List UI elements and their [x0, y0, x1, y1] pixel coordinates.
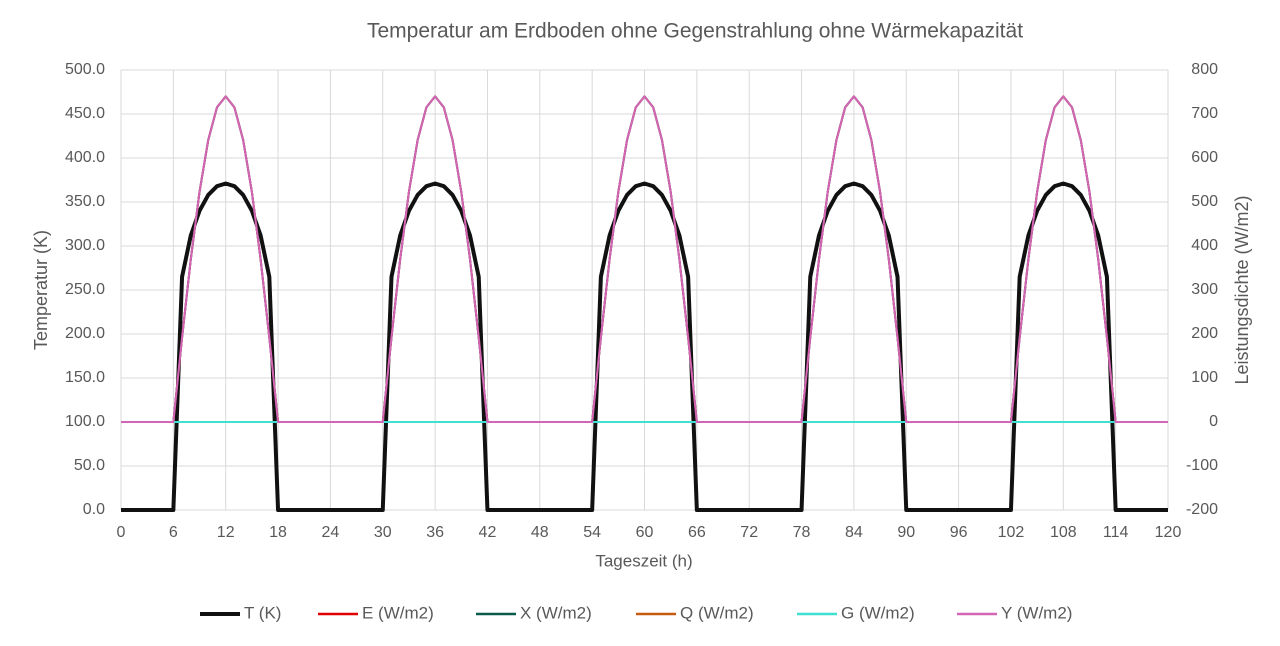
x-tick-label: 78 [793, 524, 811, 541]
series-line [121, 95, 1168, 423]
x-tick-label: 66 [688, 524, 706, 541]
y2-tick-label: 600 [1191, 149, 1218, 166]
x-tick-label: 120 [1155, 524, 1182, 541]
x-tick-label: 42 [479, 524, 497, 541]
y-tick-label: 50.0 [74, 457, 105, 474]
y-tick-label: 400.0 [65, 149, 105, 166]
x-axis-title: Tageszeit (h) [595, 551, 692, 570]
x-tick-label: 30 [374, 524, 392, 541]
x-tick-label: 24 [322, 524, 340, 541]
x-tick-label: 54 [583, 524, 601, 541]
x-tick-label: 72 [740, 524, 758, 541]
x-tick-label: 108 [1050, 524, 1077, 541]
y2-tick-label: 700 [1191, 105, 1218, 122]
y-tick-label: 500.0 [65, 61, 105, 78]
x-tick-label: 36 [426, 524, 444, 541]
y2-tick-label: -100 [1186, 457, 1218, 474]
series-line [121, 181, 1168, 512]
y2-tick-label: 200 [1191, 325, 1218, 342]
y-tick-label: 150.0 [65, 369, 105, 386]
legend-label: Y (W/m2) [1001, 603, 1072, 622]
y2-tick-label: 800 [1191, 61, 1218, 78]
legend-label: X (W/m2) [520, 603, 592, 622]
y-tick-label: 200.0 [65, 325, 105, 342]
x-tick-label: 18 [269, 524, 287, 541]
legend-label: T (K) [244, 603, 281, 622]
y-axis-title: Temperatur (K) [31, 230, 51, 350]
y-tick-label: 450.0 [65, 105, 105, 122]
y-tick-label: 350.0 [65, 193, 105, 210]
legend-label: Q (W/m2) [680, 603, 754, 622]
y2-tick-label: -200 [1186, 501, 1218, 518]
y-tick-label: 0.0 [83, 501, 105, 518]
y-tick-label: 250.0 [65, 281, 105, 298]
legend-label: E (W/m2) [362, 603, 434, 622]
y-tick-label: 300.0 [65, 237, 105, 254]
y2-tick-label: 500 [1191, 193, 1218, 210]
y2-tick-label: 100 [1191, 369, 1218, 386]
y2-axis-title: Leistungsdichte (W/m2) [1232, 195, 1252, 384]
y2-tick-label: 400 [1191, 237, 1218, 254]
x-tick-label: 0 [117, 524, 126, 541]
x-tick-label: 114 [1103, 524, 1129, 541]
y2-tick-label: 0 [1209, 413, 1218, 430]
x-tick-label: 102 [998, 524, 1025, 541]
x-tick-label: 12 [217, 524, 235, 541]
x-tick-label: 6 [169, 524, 178, 541]
x-tick-label: 96 [950, 524, 968, 541]
chart-title: Temperatur am Erdboden ohne Gegenstrahlu… [367, 20, 1023, 43]
y-tick-label: 100.0 [65, 413, 105, 430]
legend-label: G (W/m2) [841, 603, 915, 622]
y2-tick-label: 300 [1191, 281, 1218, 298]
x-tick-label: 84 [845, 524, 863, 541]
x-tick-label: 48 [531, 524, 549, 541]
x-tick-label: 60 [636, 524, 654, 541]
x-tick-label: 90 [897, 524, 915, 541]
